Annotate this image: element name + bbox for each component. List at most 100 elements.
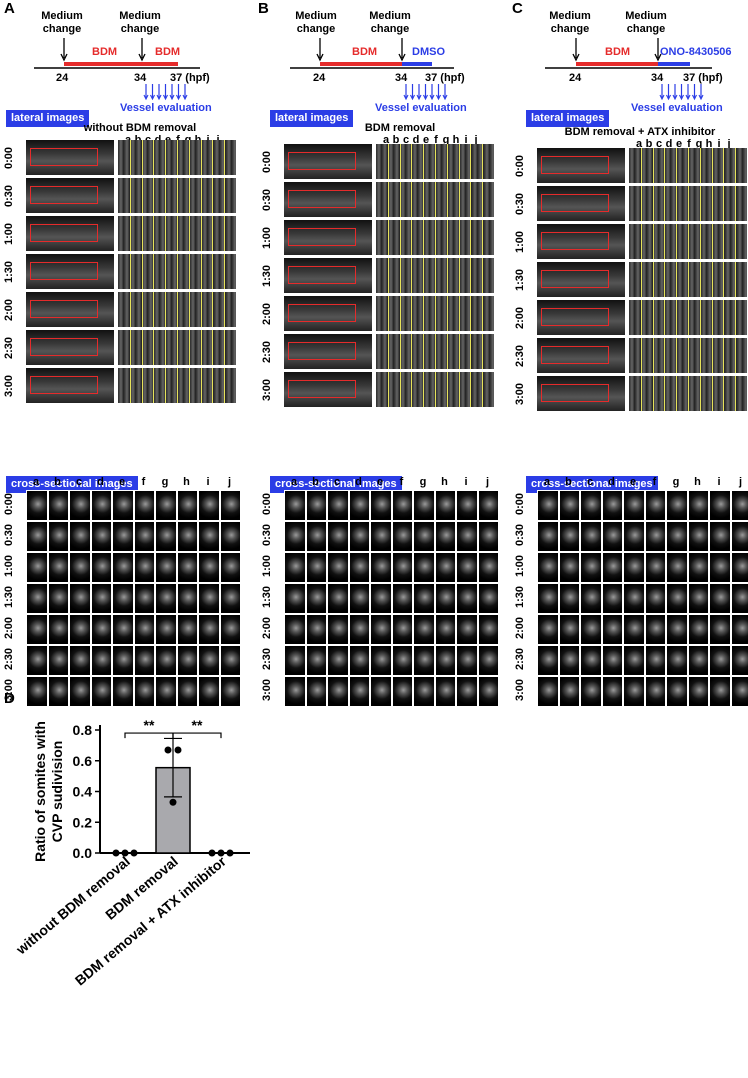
lateral-column-label: c bbox=[655, 138, 663, 150]
lateral-column-label: b bbox=[645, 138, 653, 150]
lateral-image bbox=[284, 296, 372, 331]
section-line bbox=[200, 368, 202, 403]
cross-section-image bbox=[413, 521, 435, 552]
cross-section-column-label: c bbox=[586, 476, 594, 488]
section-line bbox=[640, 300, 642, 335]
cross-section-column-label: h bbox=[441, 476, 448, 488]
cross-section-image bbox=[198, 614, 220, 645]
section-line bbox=[387, 144, 389, 179]
cross-section-image bbox=[327, 614, 349, 645]
lateral-zoom-image bbox=[376, 296, 494, 331]
cross-section-image bbox=[176, 583, 198, 614]
section-line bbox=[711, 338, 713, 373]
arrow-head bbox=[572, 53, 580, 62]
section-line bbox=[423, 144, 425, 179]
cross-section-column-label: c bbox=[333, 476, 341, 488]
cross-section-image bbox=[413, 583, 435, 614]
roi-box bbox=[288, 380, 356, 398]
section-line bbox=[458, 182, 460, 217]
cross-section-image bbox=[644, 521, 666, 552]
cross-section-image bbox=[666, 614, 688, 645]
section-line bbox=[470, 182, 472, 217]
cross-section-image bbox=[219, 614, 241, 645]
lateral-image bbox=[26, 140, 114, 175]
cross-section-image bbox=[580, 552, 602, 583]
section-line bbox=[165, 254, 167, 289]
cross-section-image bbox=[198, 521, 220, 552]
section-line bbox=[435, 220, 436, 255]
cross-section-image bbox=[198, 583, 220, 614]
cross-section-image bbox=[623, 552, 645, 583]
cross-section-column-label: e bbox=[118, 476, 126, 488]
cross-section-image bbox=[305, 490, 327, 521]
cross-section-image bbox=[730, 490, 748, 521]
y-tick-label: 0.2 bbox=[73, 814, 93, 830]
section-line bbox=[664, 148, 666, 183]
cross-section-image bbox=[456, 583, 478, 614]
cross-section-image bbox=[601, 490, 623, 521]
cross-section-column-label: j bbox=[485, 476, 490, 488]
arrow-head bbox=[403, 94, 409, 101]
section-line bbox=[212, 292, 214, 327]
cross-section-image bbox=[155, 583, 177, 614]
time-label: 1:00 bbox=[261, 226, 274, 250]
cross-section-image bbox=[623, 645, 645, 676]
cross-section-image bbox=[47, 490, 69, 521]
section-line bbox=[699, 224, 701, 259]
section-line bbox=[387, 334, 389, 369]
section-line bbox=[129, 292, 131, 327]
time-label: 2:00 bbox=[3, 616, 16, 640]
lateral-zoom-image bbox=[118, 178, 236, 213]
time-label: 0:30 bbox=[261, 523, 274, 547]
lateral-image bbox=[537, 262, 625, 297]
cross-section-column-label: a bbox=[290, 476, 298, 488]
cross-section-image bbox=[370, 645, 392, 676]
lateral-image bbox=[26, 254, 114, 289]
section-line bbox=[470, 372, 472, 407]
cross-section-image bbox=[580, 490, 602, 521]
data-point bbox=[121, 849, 129, 857]
roi-box bbox=[541, 270, 609, 288]
roi-box bbox=[288, 304, 356, 322]
section-line bbox=[458, 372, 460, 407]
cross-section-image bbox=[284, 521, 306, 552]
cross-section-column-label: e bbox=[376, 476, 384, 488]
section-line bbox=[652, 224, 654, 259]
section-line bbox=[446, 220, 448, 255]
section-line bbox=[387, 258, 389, 293]
lateral-column-label: h bbox=[452, 134, 460, 146]
section-line bbox=[212, 216, 214, 251]
section-line bbox=[200, 140, 202, 175]
cross-section-column-label: g bbox=[419, 476, 427, 488]
section-line bbox=[141, 368, 143, 403]
cross-section-column-label: d bbox=[355, 476, 362, 488]
time-label: 1:30 bbox=[3, 260, 16, 284]
lateral-column-label: e bbox=[675, 138, 683, 150]
section-line bbox=[470, 296, 472, 331]
lateral-image bbox=[537, 186, 625, 221]
cross-section-image bbox=[370, 676, 392, 707]
section-line bbox=[699, 262, 701, 297]
section-line bbox=[664, 376, 666, 411]
section-line bbox=[435, 144, 436, 179]
time-label: 0:00 bbox=[261, 150, 274, 174]
section-line bbox=[711, 300, 713, 335]
cross-section-image bbox=[155, 490, 177, 521]
lateral-column-label: b bbox=[392, 134, 400, 146]
section-line bbox=[723, 376, 725, 411]
cross-section-image bbox=[348, 521, 370, 552]
cross-section-image bbox=[90, 645, 112, 676]
lateral-column-label: d bbox=[412, 134, 420, 146]
section-line bbox=[676, 148, 678, 183]
section-line bbox=[423, 334, 425, 369]
time-label: 2:00 bbox=[261, 302, 274, 326]
lateral-zoom-image bbox=[118, 368, 236, 403]
section-line bbox=[711, 376, 713, 411]
section-line bbox=[688, 376, 689, 411]
time-label: 0:30 bbox=[261, 188, 274, 212]
roi-box bbox=[30, 376, 98, 394]
roi-box bbox=[30, 186, 98, 204]
cross-section-image bbox=[284, 583, 306, 614]
lateral-zoom-image bbox=[118, 330, 236, 365]
cross-section-image bbox=[90, 521, 112, 552]
